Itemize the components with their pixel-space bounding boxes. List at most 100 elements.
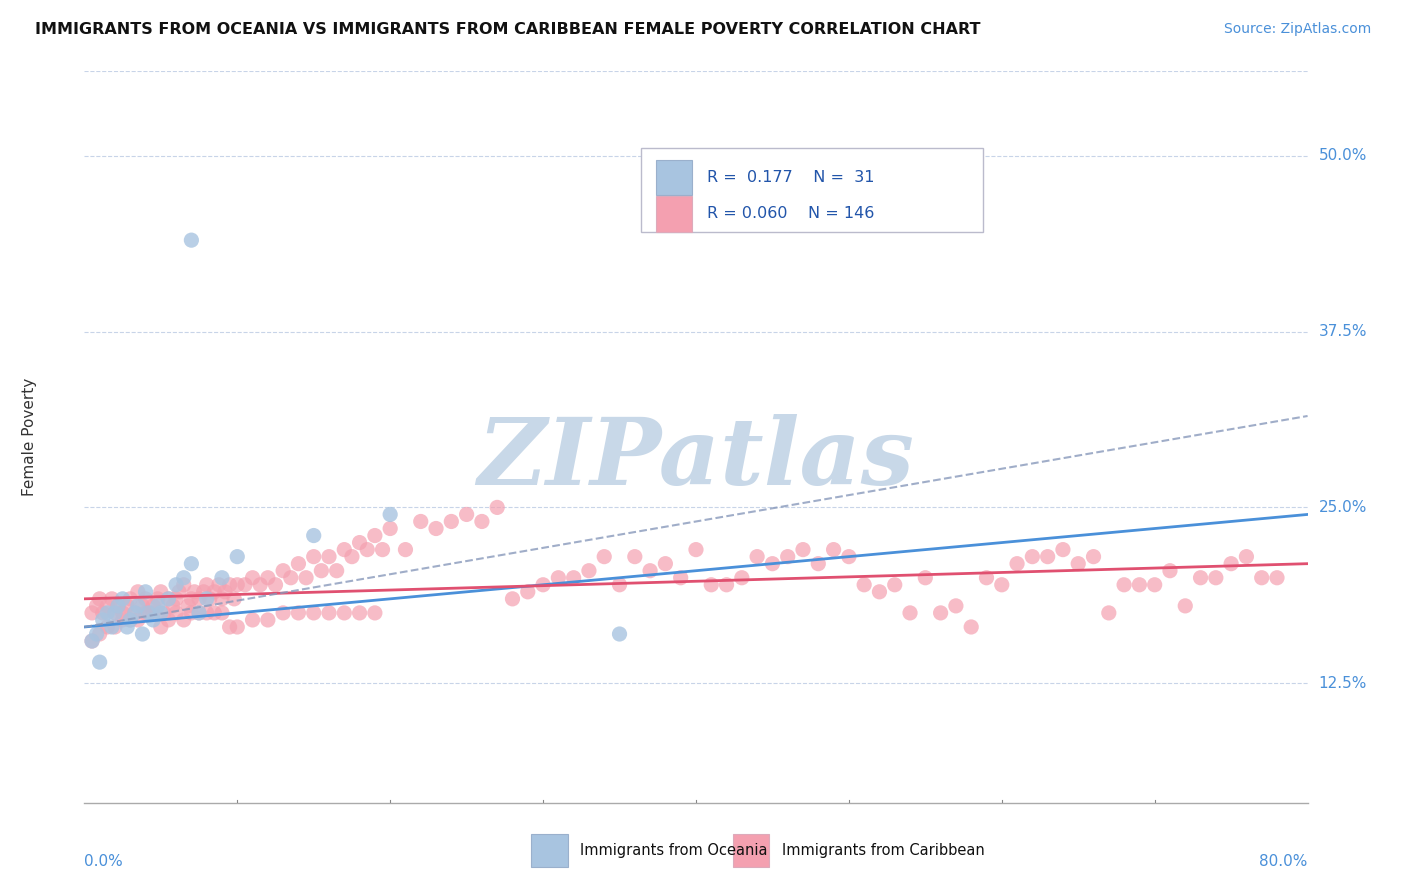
- Point: [96, 606, 118, 620]
- Point: [120, 591, 142, 606]
- Point: [257, 613, 280, 627]
- Point: [1159, 564, 1181, 578]
- Point: [195, 606, 218, 620]
- Point: [107, 599, 129, 613]
- Point: [1114, 578, 1136, 592]
- Text: 37.5%: 37.5%: [1319, 324, 1367, 339]
- Point: [853, 578, 876, 592]
- Point: [364, 606, 387, 620]
- Point: [562, 571, 585, 585]
- Point: [1174, 599, 1197, 613]
- Point: [516, 584, 538, 599]
- Point: [211, 591, 233, 606]
- Point: [101, 591, 124, 606]
- Point: [214, 584, 236, 599]
- Point: [233, 578, 256, 592]
- Point: [124, 606, 146, 620]
- Point: [115, 620, 138, 634]
- Point: [340, 549, 363, 564]
- Point: [838, 549, 860, 564]
- Point: [224, 591, 246, 606]
- Point: [593, 549, 616, 564]
- Point: [578, 564, 600, 578]
- Point: [257, 571, 280, 585]
- Point: [165, 578, 187, 592]
- Point: [173, 578, 195, 592]
- Point: [188, 591, 211, 606]
- Point: [135, 606, 157, 620]
- Point: [202, 606, 225, 620]
- Point: [242, 571, 264, 585]
- Point: [976, 571, 998, 585]
- Point: [624, 549, 647, 564]
- Point: [80, 634, 103, 648]
- Text: 50.0%: 50.0%: [1319, 148, 1367, 163]
- Point: [425, 522, 447, 536]
- Point: [104, 606, 127, 620]
- Point: [440, 515, 463, 529]
- Point: [807, 557, 830, 571]
- Bar: [733, 834, 769, 867]
- Point: [80, 606, 103, 620]
- Point: [356, 542, 378, 557]
- Point: [167, 584, 190, 599]
- Point: [80, 634, 103, 648]
- Point: [226, 578, 249, 592]
- Point: [371, 542, 394, 557]
- Point: [302, 528, 325, 542]
- Point: [211, 606, 233, 620]
- Point: [1220, 557, 1243, 571]
- Point: [287, 557, 309, 571]
- Point: [883, 578, 905, 592]
- Point: [135, 584, 157, 599]
- Point: [1189, 571, 1212, 585]
- Point: [456, 508, 478, 522]
- Point: [349, 535, 371, 549]
- Point: [188, 606, 211, 620]
- Point: [180, 606, 202, 620]
- Point: [638, 564, 661, 578]
- Point: [325, 564, 347, 578]
- Point: [195, 578, 218, 592]
- Text: 80.0%: 80.0%: [1260, 854, 1308, 869]
- Point: [153, 606, 176, 620]
- Point: [193, 584, 215, 599]
- Point: [1128, 578, 1150, 592]
- Point: [89, 655, 111, 669]
- Point: [1265, 571, 1288, 585]
- Point: [120, 613, 142, 627]
- Point: [1236, 549, 1258, 564]
- Point: [731, 571, 754, 585]
- Point: [211, 571, 233, 585]
- Point: [700, 578, 723, 592]
- Point: [218, 578, 240, 592]
- Point: [188, 606, 211, 620]
- Point: [792, 542, 814, 557]
- Point: [89, 627, 111, 641]
- Point: [131, 627, 153, 641]
- Point: [89, 591, 111, 606]
- Point: [242, 613, 264, 627]
- Point: [945, 599, 967, 613]
- Text: R =  0.177    N =  31: R = 0.177 N = 31: [707, 169, 875, 185]
- Point: [318, 606, 340, 620]
- Point: [716, 578, 738, 592]
- Point: [177, 599, 200, 613]
- Point: [333, 542, 356, 557]
- Point: [502, 591, 524, 606]
- Point: [761, 557, 783, 571]
- Point: [747, 549, 769, 564]
- Point: [86, 599, 108, 613]
- Point: [202, 584, 225, 599]
- Bar: [641, 148, 983, 232]
- Point: [609, 578, 631, 592]
- Text: 25.0%: 25.0%: [1319, 500, 1367, 515]
- Point: [1067, 557, 1090, 571]
- Text: 0.0%: 0.0%: [84, 854, 124, 869]
- Point: [486, 500, 509, 515]
- Point: [349, 606, 371, 620]
- Point: [271, 564, 294, 578]
- Text: R = 0.060    N = 146: R = 0.060 N = 146: [707, 206, 875, 221]
- Point: [295, 571, 318, 585]
- Point: [1052, 542, 1074, 557]
